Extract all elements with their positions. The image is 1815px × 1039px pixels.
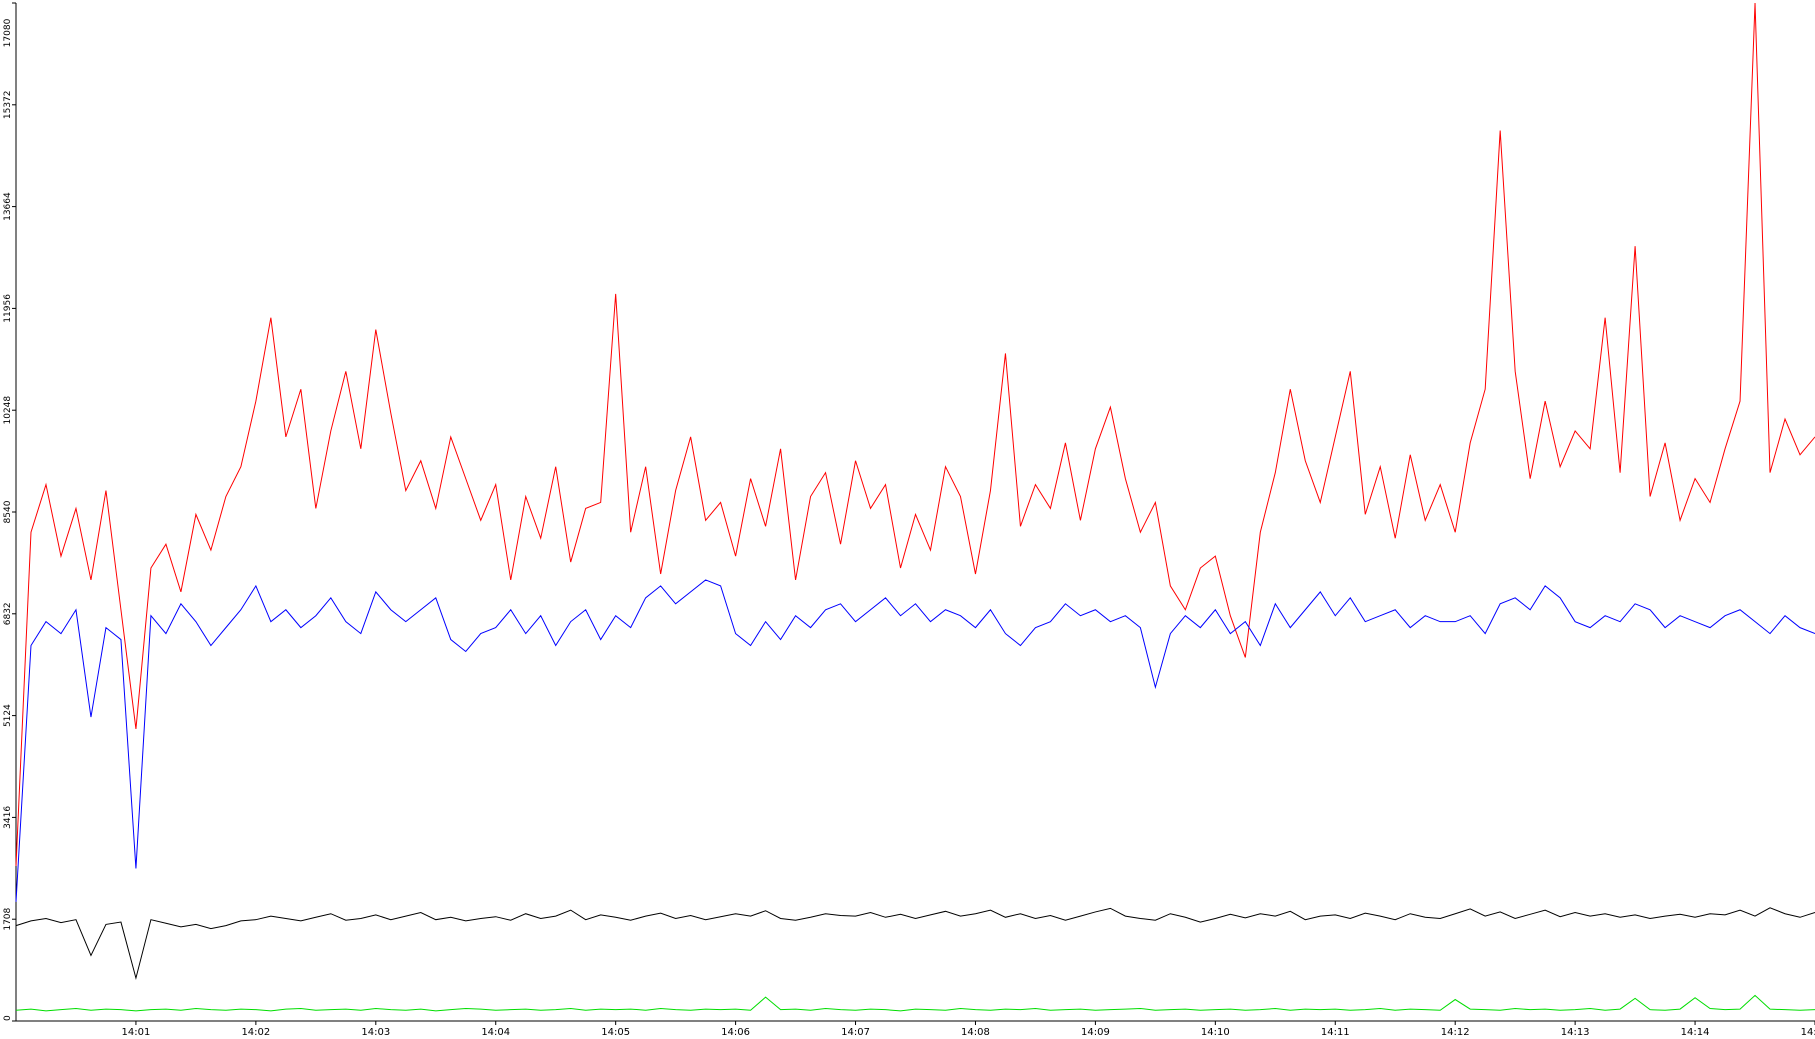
x-tick-label: 14:04 [481,1027,510,1038]
x-tick-label: 14:10 [1201,1027,1230,1038]
x-tick-label: 14:07 [841,1027,870,1038]
y-tick-label: 3416 [3,806,13,829]
y-tick-label: 1708 [3,907,13,930]
y-tick-label: 8540 [3,500,13,523]
series-line [15,2,1815,867]
x-tick-label: 14:15 [1801,1027,1815,1038]
y-tick-label: 5124 [3,704,13,727]
x-tick-label: 14:02 [241,1027,270,1038]
y-tick-label: 6832 [3,602,13,625]
y-tick-label: 13664 [3,192,13,221]
y-tick-label: 10248 [3,396,13,425]
x-tick-label: 14:01 [122,1027,151,1038]
x-tick-label: 14:09 [1081,1027,1110,1038]
x-tick-label: 14:11 [1321,1027,1350,1038]
series-line [15,907,1815,981]
x-tick-label: 14:08 [961,1027,990,1038]
y-tick-label: 15372 [3,90,13,119]
series-line [15,994,1815,1012]
y-tick-label: 17080 [3,18,13,47]
series-line [15,579,1815,902]
x-tick-label: 14:13 [1561,1027,1590,1038]
x-tick-label: 14:05 [601,1027,630,1038]
x-tick-label: 14:14 [1681,1027,1710,1038]
x-tick-label: 14:03 [361,1027,390,1038]
y-tick-label: 0 [3,1015,13,1021]
y-tick-label: 11956 [3,294,13,323]
x-tick-label: 14:06 [721,1027,750,1038]
x-tick-label: 14:12 [1441,1027,1470,1038]
